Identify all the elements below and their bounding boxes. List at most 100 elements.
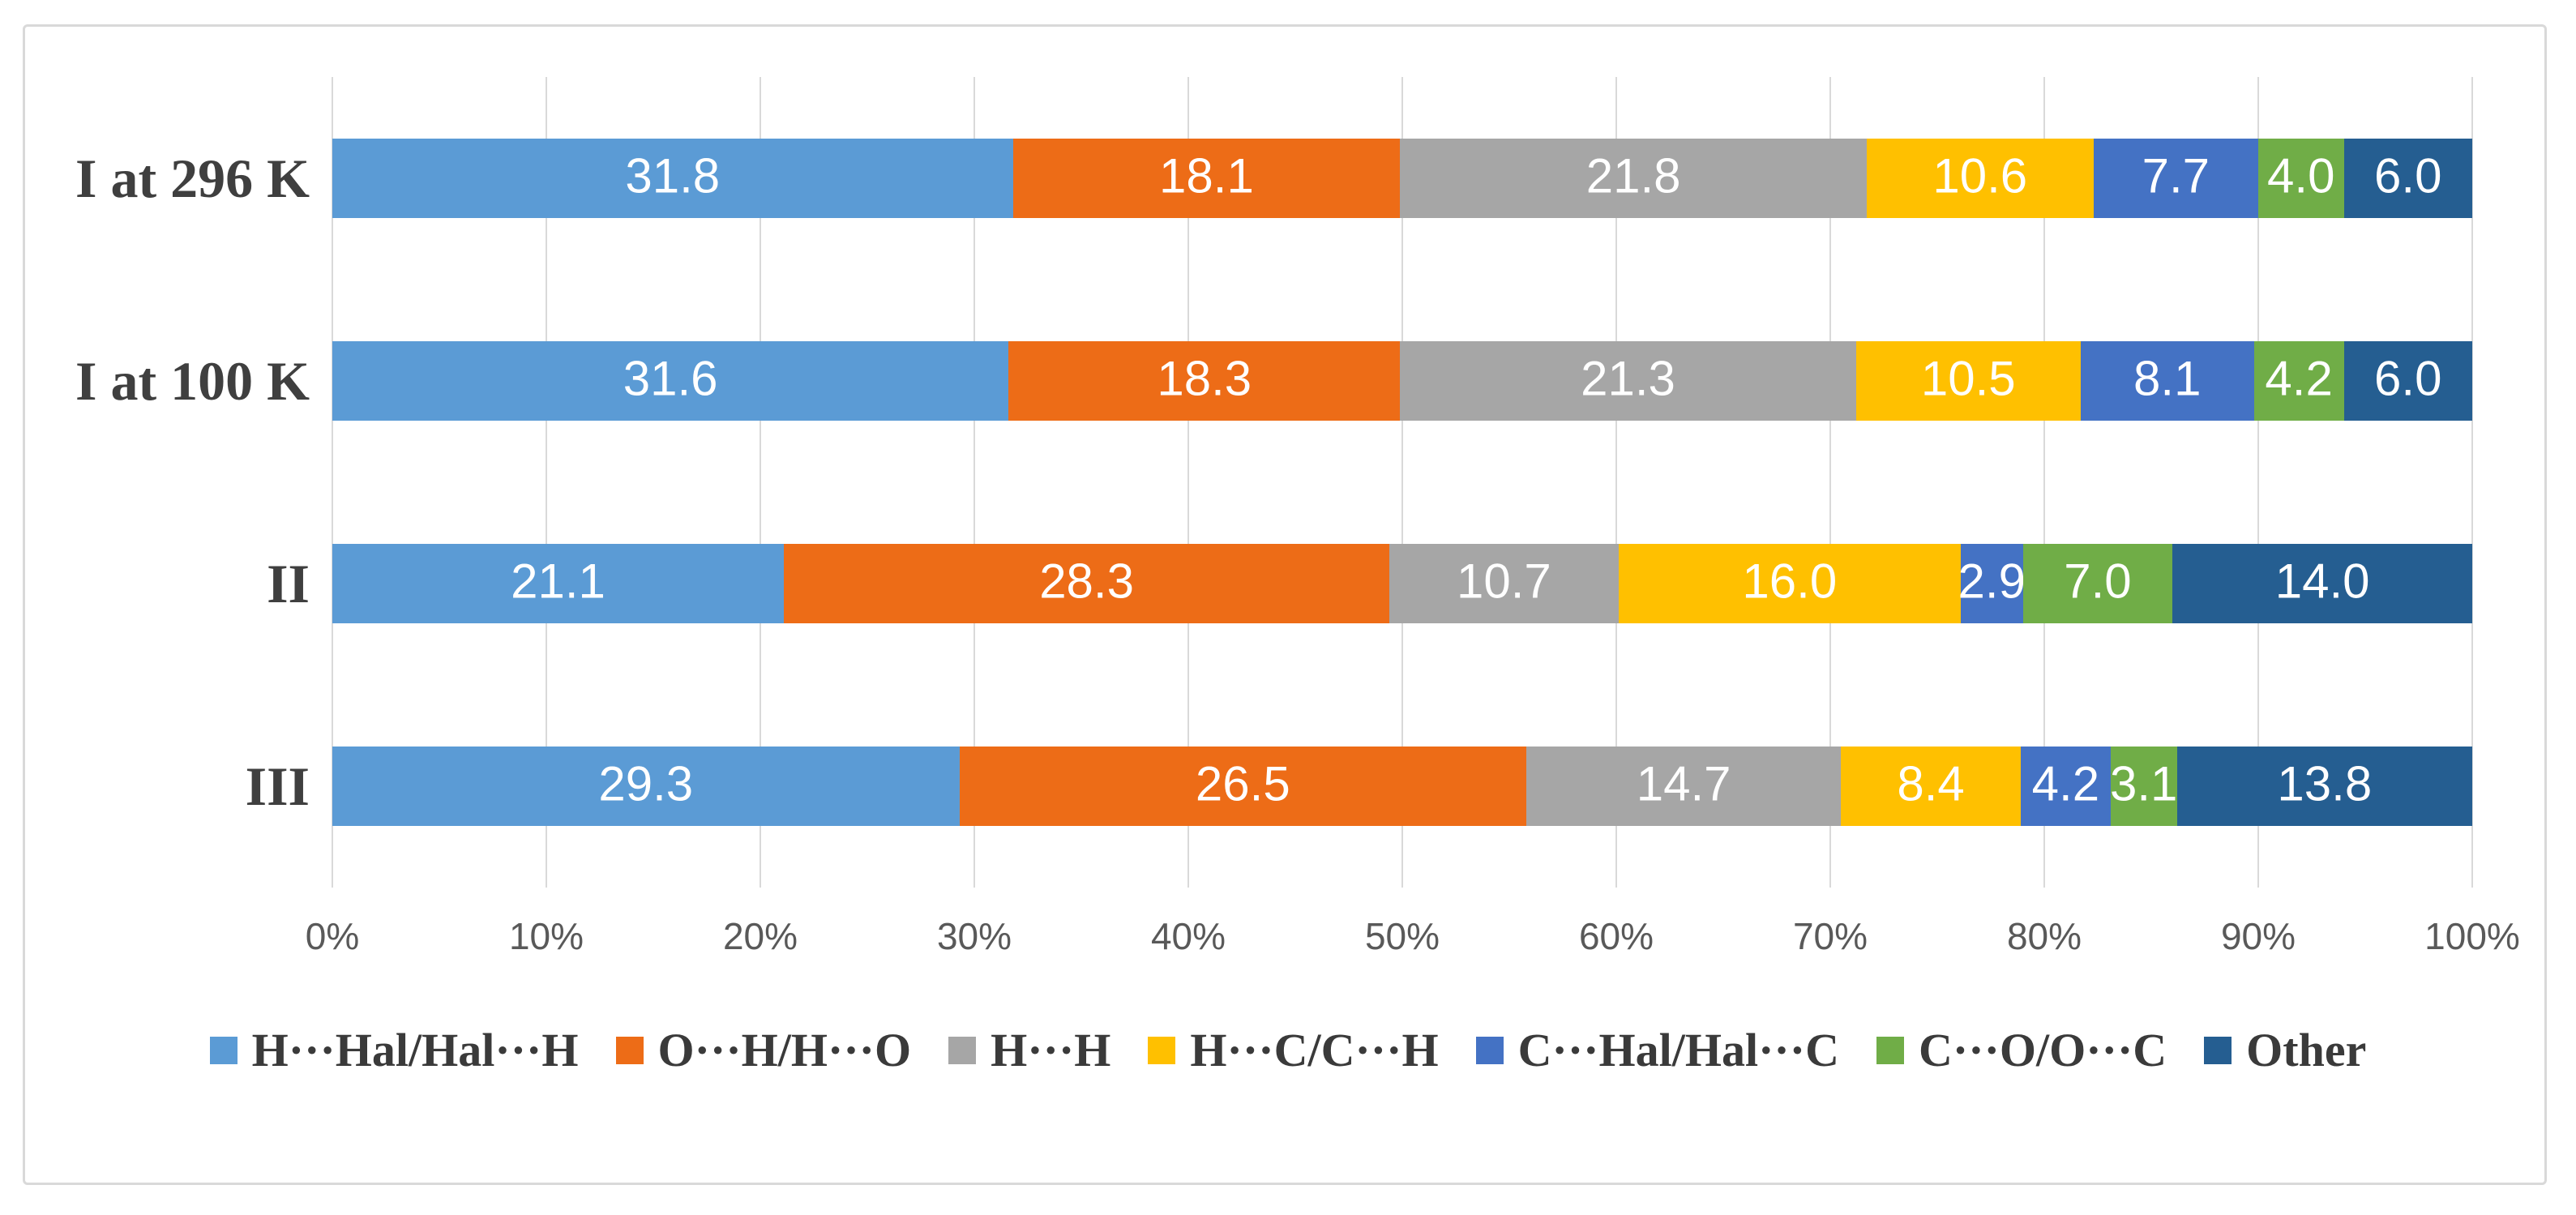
legend-swatch — [615, 1036, 644, 1064]
legend-item: O···H/H···O — [615, 1023, 912, 1077]
legend-swatch — [209, 1036, 237, 1064]
bar-segment: 31.8 — [332, 139, 1013, 218]
x-axis-tick-label: 60% — [1578, 915, 1654, 957]
bar-segment: 31.6 — [332, 341, 1009, 421]
bar-segment: 10.5 — [1855, 341, 2081, 421]
bar-segment: 8.4 — [1841, 747, 2021, 826]
gridline — [2043, 77, 2045, 888]
bar-segment: 7.0 — [2022, 544, 2173, 623]
value-label: 7.7 — [2142, 148, 2210, 203]
gridline — [1187, 77, 1189, 888]
legend-swatch — [948, 1036, 977, 1064]
value-label: 21.1 — [511, 554, 605, 609]
x-axis-tick-label: 10% — [508, 915, 584, 957]
category-label: I at 100 K — [75, 349, 310, 412]
bar-row: 31.6 18.3 21.3 10.5 8.1 4.2 6.0 — [332, 341, 2472, 421]
gridline — [1829, 77, 1831, 888]
bar-segment: 7.7 — [2093, 139, 2258, 218]
x-axis-tick-label: 40% — [1150, 915, 1226, 957]
legend-item: H···C/C···H — [1148, 1023, 1439, 1077]
bar-segment: 10.6 — [1866, 139, 2094, 218]
value-label: 7.0 — [2064, 554, 2132, 609]
value-label: 16.0 — [1742, 554, 1838, 609]
bar-segment: 18.3 — [1008, 341, 1401, 421]
category-label: I at 296 K — [75, 147, 310, 209]
gridline — [2471, 77, 2473, 888]
x-axis-tick-label: 20% — [722, 915, 798, 957]
bar-segment: 14.7 — [1526, 747, 1842, 826]
bar-segment: 21.8 — [1400, 139, 1867, 218]
legend-item: C···O/O···C — [1876, 1023, 2167, 1077]
bar-segment: 6.0 — [2343, 139, 2472, 218]
value-label: 2.9 — [1958, 554, 2026, 609]
bar-segment: 18.1 — [1012, 139, 1401, 218]
bar-row: 31.8 18.1 21.8 10.6 7.7 4.0 6.0 — [332, 139, 2472, 218]
bar-segment: 14.0 — [2172, 544, 2472, 623]
legend-label: H···C/C···H — [1190, 1024, 1439, 1076]
gridline — [2257, 77, 2259, 888]
legend-label: O···H/H···O — [657, 1024, 912, 1076]
bar-segment: 21.1 — [332, 544, 785, 623]
value-label: 21.3 — [1581, 351, 1675, 406]
legend-label: H···Hal/Hal···H — [251, 1024, 579, 1076]
value-label: 14.7 — [1636, 756, 1731, 811]
category-label: II — [267, 552, 310, 614]
gridline — [760, 77, 761, 888]
bar-segment: 8.1 — [2080, 341, 2254, 421]
value-label: 26.5 — [1195, 756, 1290, 811]
value-label: 18.1 — [1159, 148, 1254, 203]
legend: H···Hal/Hal···H O···H/H···O H···H H···C/C··… — [32, 1023, 2544, 1077]
x-axis: 0% 10% 20% 30% 40% 50% 60% 70% 80% 90% 100% — [306, 914, 2520, 971]
x-axis-tick-label: 70% — [1792, 915, 1868, 957]
value-label: 21.8 — [1585, 148, 1681, 203]
value-label: 4.2 — [2031, 756, 2100, 811]
value-label: 13.8 — [2277, 756, 2373, 811]
bar-row: 29.3 26.5 14.7 8.4 4.2 3.1 13.8 — [332, 747, 2472, 826]
gridline — [973, 77, 975, 888]
bar-segment: 4.2 — [2253, 341, 2344, 421]
bar-segment: 4.2 — [2020, 747, 2111, 826]
gridline — [1615, 77, 1617, 888]
legend-item: Other — [2204, 1023, 2366, 1077]
bar-segment: 28.3 — [784, 544, 1390, 623]
legend-label: Other — [2246, 1024, 2367, 1076]
legend-label: C···Hal/Hal···C — [1517, 1024, 1839, 1076]
legend-item: C···Hal/Hal···C — [1475, 1023, 1839, 1077]
value-label: 10.5 — [1920, 351, 2016, 406]
gridline — [1401, 77, 1403, 888]
value-label: 3.1 — [2110, 756, 2178, 811]
value-label: 8.4 — [1897, 756, 1965, 811]
x-axis-tick-label: 30% — [936, 915, 1012, 957]
value-label: 10.6 — [1932, 148, 2028, 203]
x-axis-tick-label: 80% — [2006, 915, 2082, 957]
value-label: 28.3 — [1039, 554, 1134, 609]
gridline — [546, 77, 547, 888]
bar-segment: 16.0 — [1618, 544, 1961, 623]
value-label: 14.0 — [2274, 554, 2370, 609]
bar-segment: 6.0 — [2343, 341, 2472, 421]
bar-segment: 29.3 — [332, 747, 960, 826]
legend-swatch — [2204, 1036, 2232, 1064]
bar-segment: 13.8 — [2176, 747, 2472, 826]
value-label: 18.3 — [1157, 351, 1252, 406]
x-axis-tick-label: 90% — [2220, 915, 2296, 957]
gridline — [332, 77, 333, 888]
legend-item: H···H — [948, 1023, 1110, 1077]
legend-swatch — [1876, 1036, 1904, 1064]
value-label: 8.1 — [2133, 351, 2202, 406]
bar-segment: 3.1 — [2110, 747, 2178, 826]
bar-segment: 10.7 — [1389, 544, 1619, 623]
bar-segment: 2.9 — [1958, 544, 2026, 623]
x-axis-tick-label: 50% — [1364, 915, 1440, 957]
value-label: 29.3 — [598, 756, 694, 811]
bar-segment: 4.0 — [2257, 139, 2344, 218]
x-axis-tick-label: 100% — [2424, 915, 2520, 957]
legend-swatch — [1148, 1036, 1176, 1064]
bar-row: 21.1 28.3 10.7 16.0 2.9 7.0 14.0 — [332, 544, 2472, 623]
bar-segment: 21.3 — [1400, 341, 1856, 421]
plot-area: 31.8 18.1 21.8 10.6 7.7 4.0 6.0 31.6 18.3 21.3 10.… — [332, 77, 2473, 888]
value-label: 31.8 — [625, 148, 721, 203]
legend-label: H···H — [991, 1024, 1111, 1076]
